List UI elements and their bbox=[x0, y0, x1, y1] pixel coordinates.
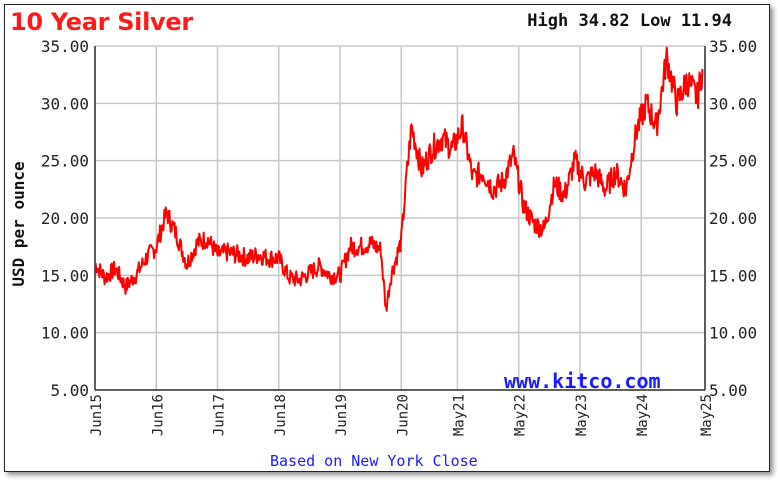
x-tick-label: May22 bbox=[513, 394, 529, 436]
x-tick-label: Jun17 bbox=[212, 394, 228, 436]
y-tick-label-left: 35.00 bbox=[41, 37, 89, 56]
y-tick-label-right: 20.00 bbox=[709, 209, 757, 228]
y-axis-label: USD per ounce bbox=[9, 161, 28, 286]
series-layer bbox=[94, 46, 704, 312]
x-tick-label: May23 bbox=[574, 394, 590, 436]
high-low-readout: High 34.82 Low 11.94 bbox=[527, 11, 732, 31]
y-tick-label-left: 30.00 bbox=[41, 94, 89, 113]
x-tick-label: Jun16 bbox=[150, 394, 166, 436]
x-tick-label: Jun19 bbox=[334, 394, 350, 436]
y-tick-label-right: 30.00 bbox=[709, 94, 757, 113]
source-note-link[interactable]: Based on New York Close bbox=[270, 452, 478, 470]
silver-price-line bbox=[94, 46, 704, 312]
x-tick-label: May24 bbox=[635, 394, 651, 436]
y-tick-label-right: 25.00 bbox=[709, 152, 757, 171]
y-tick-label-right: 15.00 bbox=[709, 266, 757, 285]
axes bbox=[94, 46, 706, 391]
x-tick-label: May21 bbox=[451, 394, 467, 436]
x-tick-label: May25 bbox=[699, 394, 715, 436]
grid-lines bbox=[94, 45, 706, 391]
y-tick-label-left: 15.00 bbox=[41, 266, 89, 285]
y-tick-label-right: 35.00 bbox=[709, 37, 757, 56]
x-tick-label: Jun18 bbox=[273, 394, 289, 436]
x-tick-label: Jun15 bbox=[89, 394, 105, 436]
y-tick-label-right: 10.00 bbox=[709, 324, 757, 343]
kitco-watermark-link[interactable]: www.kitco.com bbox=[504, 369, 661, 393]
y-tick-label-left: 25.00 bbox=[41, 152, 89, 171]
y-tick-label-left: 10.00 bbox=[41, 324, 89, 343]
x-axis: Jun15 Jun16 Jun17 Jun18 Jun19 Jun20 May21 May22… bbox=[89, 394, 715, 436]
y-axis-right: 5.00 10.00 15.00 20.00 25.00 30.00 35.00 bbox=[709, 37, 757, 400]
y-tick-label-right: 5.00 bbox=[709, 381, 748, 400]
y-tick-label-left: 5.00 bbox=[50, 381, 89, 400]
x-tick-label: Jun20 bbox=[395, 394, 411, 436]
chart-title: 10 Year Silver bbox=[10, 8, 193, 36]
y-axis-left: 5.00 10.00 15.00 20.00 25.00 30.00 35.00 bbox=[41, 37, 89, 400]
y-tick-label-left: 20.00 bbox=[41, 209, 89, 228]
